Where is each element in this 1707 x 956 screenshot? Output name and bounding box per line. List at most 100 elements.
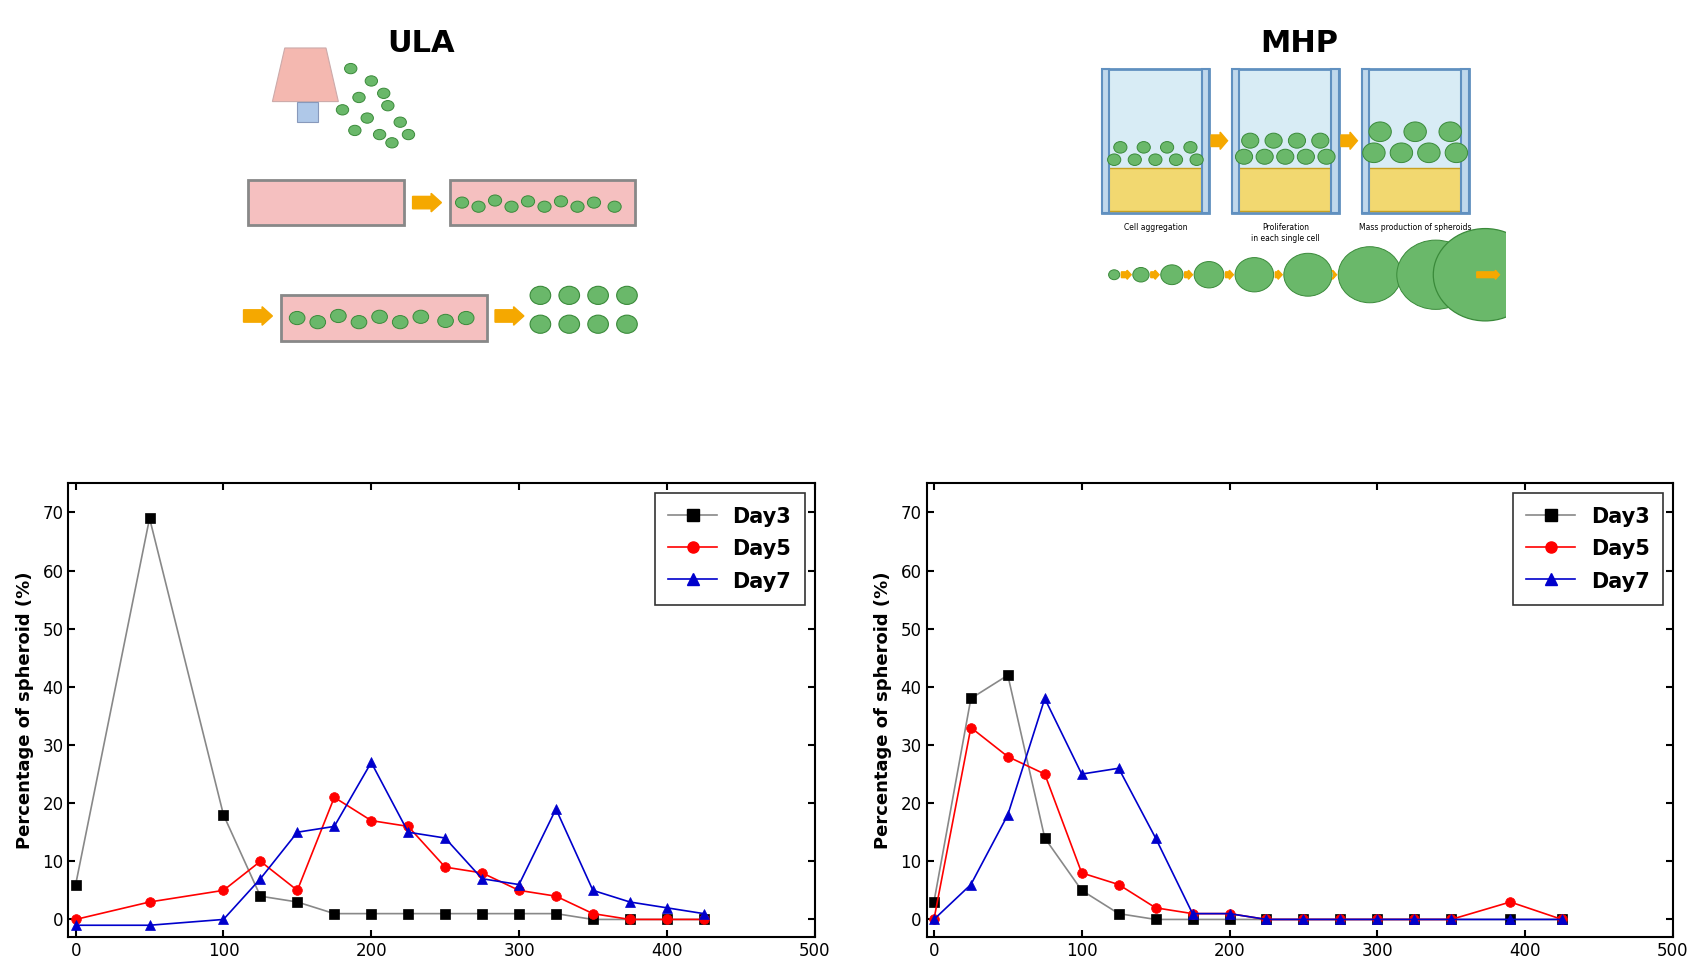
Y-axis label: Percentage of spheroid (%): Percentage of spheroid (%) (15, 572, 34, 849)
Ellipse shape (1389, 143, 1413, 163)
Ellipse shape (353, 93, 365, 102)
Ellipse shape (538, 201, 551, 212)
Ellipse shape (377, 88, 389, 98)
FancyArrow shape (413, 193, 442, 212)
FancyBboxPatch shape (1461, 69, 1468, 213)
FancyBboxPatch shape (1103, 168, 1207, 211)
Ellipse shape (1446, 143, 1468, 163)
Ellipse shape (1369, 122, 1391, 141)
Ellipse shape (1318, 149, 1335, 164)
Ellipse shape (1256, 149, 1273, 164)
Ellipse shape (456, 197, 469, 208)
Ellipse shape (587, 197, 601, 208)
Ellipse shape (311, 315, 326, 329)
Ellipse shape (1133, 268, 1149, 282)
Ellipse shape (558, 286, 580, 304)
Ellipse shape (1113, 141, 1127, 153)
Ellipse shape (331, 310, 347, 322)
Ellipse shape (1149, 154, 1162, 165)
Ellipse shape (1137, 141, 1151, 153)
FancyBboxPatch shape (1232, 69, 1338, 213)
Ellipse shape (1338, 247, 1401, 303)
FancyBboxPatch shape (280, 295, 486, 340)
Text: Proliferation
in each single cell: Proliferation in each single cell (1251, 223, 1320, 243)
Ellipse shape (1289, 133, 1306, 148)
Ellipse shape (587, 315, 608, 334)
FancyArrow shape (244, 307, 273, 325)
Ellipse shape (459, 312, 475, 325)
Ellipse shape (1277, 149, 1294, 164)
Ellipse shape (1419, 143, 1441, 163)
FancyArrow shape (1275, 271, 1282, 279)
Ellipse shape (437, 315, 454, 328)
FancyArrow shape (1226, 271, 1234, 279)
FancyBboxPatch shape (449, 180, 635, 226)
Ellipse shape (1265, 133, 1282, 148)
FancyBboxPatch shape (1202, 69, 1209, 213)
Ellipse shape (1128, 154, 1142, 165)
Legend: Day3, Day5, Day7: Day3, Day5, Day7 (1512, 493, 1663, 605)
Ellipse shape (365, 76, 377, 86)
Ellipse shape (362, 113, 374, 123)
FancyBboxPatch shape (1101, 69, 1110, 213)
Ellipse shape (1396, 240, 1475, 310)
Text: ULA: ULA (387, 30, 454, 58)
Ellipse shape (570, 201, 584, 212)
Ellipse shape (288, 312, 306, 325)
Ellipse shape (1161, 265, 1183, 285)
Legend: Day3, Day5, Day7: Day3, Day5, Day7 (654, 493, 806, 605)
Ellipse shape (374, 129, 386, 140)
Ellipse shape (488, 195, 502, 206)
Ellipse shape (1311, 133, 1328, 148)
FancyArrow shape (1342, 132, 1357, 149)
Text: Mass production of spheroids: Mass production of spheroids (1359, 223, 1471, 232)
Text: Cell aggregation: Cell aggregation (1123, 223, 1186, 232)
Ellipse shape (413, 310, 428, 323)
FancyBboxPatch shape (1101, 69, 1209, 213)
Ellipse shape (394, 117, 406, 127)
Ellipse shape (1236, 257, 1273, 292)
FancyArrow shape (1121, 271, 1132, 279)
FancyBboxPatch shape (1234, 168, 1337, 211)
Ellipse shape (1241, 133, 1258, 148)
Ellipse shape (471, 201, 485, 212)
Ellipse shape (345, 63, 357, 74)
Ellipse shape (555, 196, 568, 206)
FancyBboxPatch shape (1364, 168, 1466, 211)
Y-axis label: Percentage of spheroid (%): Percentage of spheroid (%) (874, 572, 893, 849)
Ellipse shape (505, 201, 519, 212)
Ellipse shape (608, 201, 621, 212)
Ellipse shape (1161, 141, 1174, 153)
Text: MHP: MHP (1261, 30, 1338, 58)
Ellipse shape (1439, 122, 1461, 141)
Ellipse shape (521, 196, 534, 206)
FancyArrow shape (1210, 132, 1227, 149)
Ellipse shape (616, 315, 637, 334)
Ellipse shape (336, 104, 348, 115)
Ellipse shape (1185, 141, 1197, 153)
FancyBboxPatch shape (1331, 69, 1338, 213)
FancyBboxPatch shape (1362, 69, 1468, 213)
Ellipse shape (1403, 122, 1427, 141)
Ellipse shape (393, 315, 408, 329)
FancyBboxPatch shape (1232, 69, 1239, 213)
FancyBboxPatch shape (248, 180, 405, 226)
Ellipse shape (531, 286, 551, 304)
Ellipse shape (1297, 149, 1314, 164)
Ellipse shape (531, 315, 551, 334)
Ellipse shape (587, 286, 608, 304)
Ellipse shape (386, 138, 398, 148)
Ellipse shape (348, 125, 362, 136)
Ellipse shape (1169, 154, 1183, 165)
Ellipse shape (1190, 154, 1203, 165)
FancyArrow shape (495, 307, 524, 325)
FancyArrow shape (1477, 271, 1499, 279)
Ellipse shape (1108, 154, 1121, 165)
FancyArrow shape (1333, 271, 1337, 279)
Ellipse shape (558, 315, 580, 334)
Polygon shape (273, 48, 338, 101)
Ellipse shape (403, 129, 415, 140)
Ellipse shape (1362, 143, 1384, 163)
Ellipse shape (352, 315, 367, 329)
Ellipse shape (1108, 270, 1120, 280)
